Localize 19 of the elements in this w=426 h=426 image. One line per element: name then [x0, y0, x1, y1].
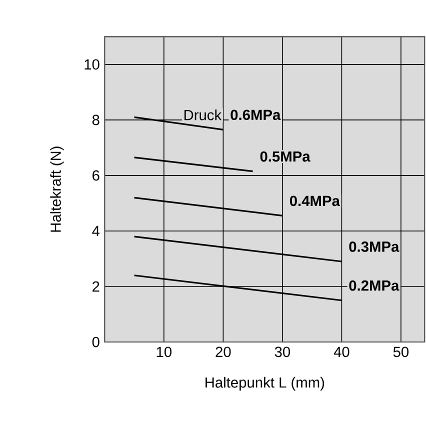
y-tick-label: 8	[92, 114, 100, 126]
x-tick-label: 40	[334, 346, 350, 358]
y-axis-title: Haltekraft (N)	[50, 146, 64, 232]
x-tick-label: 30	[274, 346, 290, 358]
x-tick-label: 20	[216, 346, 231, 358]
series-label: 0.6MPa	[230, 110, 281, 120]
x-tick-label: 10	[156, 346, 172, 358]
annotation: Druck	[184, 109, 222, 120]
x-axis-title: Haltepunkt L (mm)	[206, 376, 324, 391]
series-label: 0.5MPa	[260, 151, 310, 162]
x-tick-label: 50	[393, 346, 409, 358]
y-tick-label: 6	[92, 170, 100, 181]
y-tick-label: 2	[92, 281, 100, 292]
y-tick-label: 10	[84, 59, 100, 70]
y-tick-label: 0	[92, 336, 100, 348]
series-label: 0.3MPa	[349, 242, 400, 252]
series-label: 0.4MPa	[290, 196, 340, 206]
series-label: 0.2MPa	[349, 280, 400, 291]
y-tick-label: 4	[92, 226, 100, 236]
